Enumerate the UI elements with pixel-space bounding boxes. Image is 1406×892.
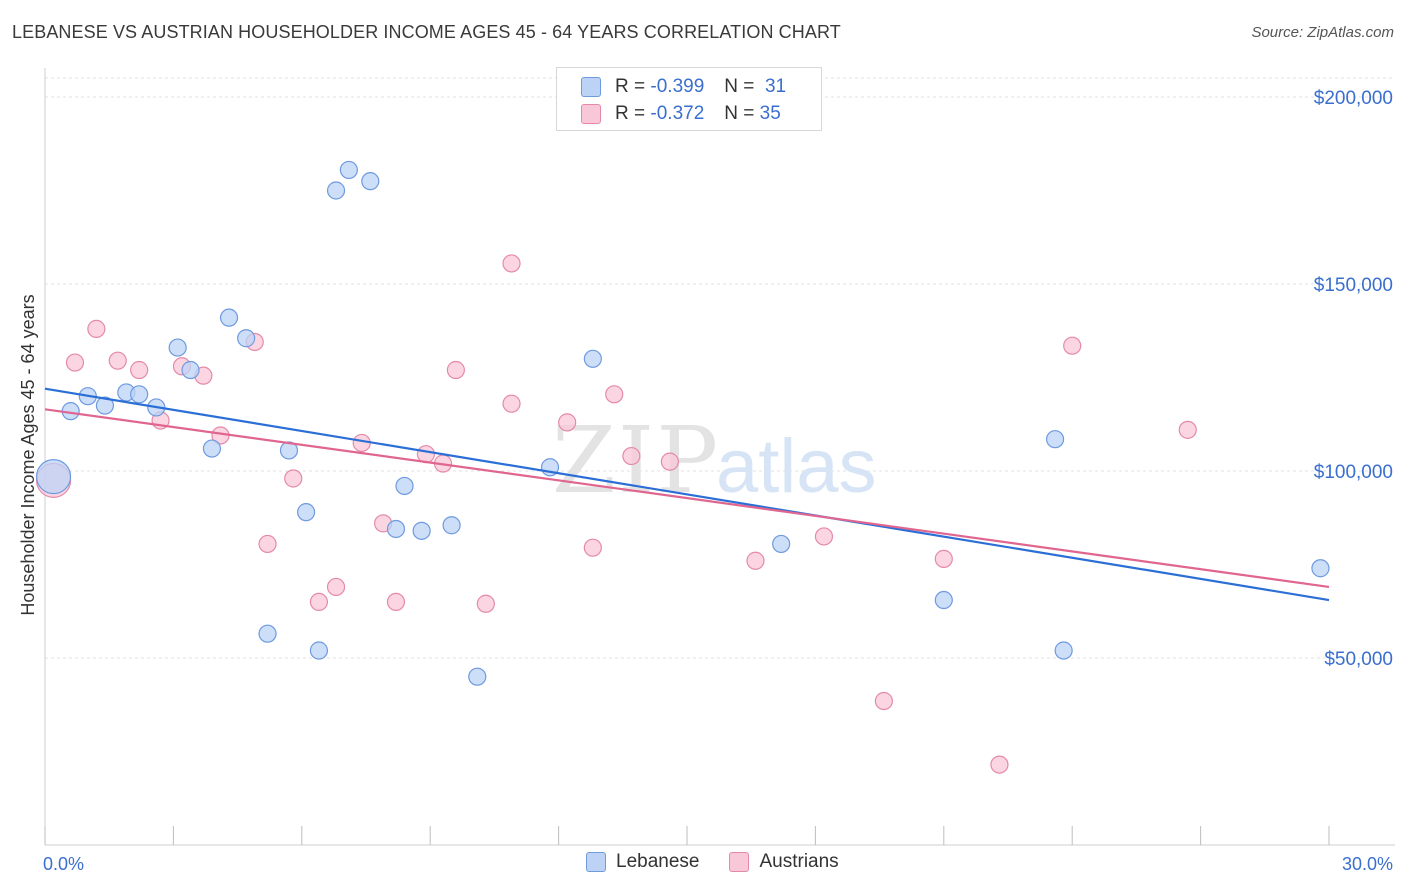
lebanese-point <box>95 396 115 415</box>
austrians-point <box>65 353 85 372</box>
austrians-point <box>87 319 106 338</box>
stats-row-lebanese: R = -0.399 N = 31 <box>581 75 786 99</box>
austrians-point <box>386 592 406 612</box>
lebanese-point <box>219 308 239 327</box>
austrians-point <box>746 551 765 570</box>
austrians-point <box>583 538 602 557</box>
source-label: Source: ZipAtlas.com <box>1251 24 1394 41</box>
lebanese-point <box>326 181 346 200</box>
austrians-point <box>660 452 679 471</box>
y-tick-label: $150,000 <box>1314 275 1393 296</box>
lebanese-point <box>279 441 299 460</box>
lebanese-point <box>395 476 414 496</box>
lebanese-trend-line <box>44 387 1330 602</box>
austrians-point <box>814 527 834 546</box>
lebanese-point <box>202 439 222 458</box>
austrians-point <box>558 413 577 432</box>
legend-label: Lebanese <box>616 851 700 872</box>
austrians-point <box>130 360 149 380</box>
lebanese-point <box>468 667 487 686</box>
austrians-point <box>352 433 371 453</box>
n-value: 31 <box>764 76 787 97</box>
n-label: N = <box>724 103 755 124</box>
austrians-point <box>446 360 465 380</box>
lebanese-point <box>1045 430 1065 449</box>
y-tick-label: $200,000 <box>1314 88 1393 109</box>
x-tick-label: 30.0% <box>1342 854 1393 874</box>
y-tick-label: $100,000 <box>1314 462 1393 483</box>
stats-legend: R = -0.399 N = 31 R = -0.372 N = 35 <box>556 67 822 131</box>
austrians-point <box>605 385 624 404</box>
legend-item-lebanese[interactable]: Lebanese <box>586 851 699 873</box>
austrians-point <box>108 351 127 370</box>
grid-lines <box>45 77 1395 659</box>
lebanese-point <box>772 534 791 554</box>
austrians-point <box>284 469 303 488</box>
lebanese-point <box>168 338 187 357</box>
austrians-point <box>934 549 953 568</box>
lebanese-point <box>412 521 431 540</box>
r-label: R = <box>615 103 646 124</box>
lebanese-point <box>386 519 406 539</box>
lebanese-point <box>442 516 461 535</box>
lebanese-point <box>934 590 953 610</box>
series-legend: Lebanese Austrians <box>586 851 869 873</box>
austrians-point <box>502 394 521 413</box>
austrians-swatch <box>729 852 750 872</box>
lebanese-point <box>361 172 380 191</box>
y-tick-label: $50,000 <box>1324 649 1393 670</box>
r-label: R = <box>615 76 646 97</box>
n-value: 35 <box>759 103 781 124</box>
y-axis-label: Householder Income Ages 45 - 64 years <box>18 294 38 615</box>
austrians-point <box>258 534 277 554</box>
lebanese-point <box>35 459 72 495</box>
lebanese-point <box>181 360 200 380</box>
n-label: N = <box>724 76 755 97</box>
lebanese-swatch <box>581 77 601 97</box>
austrians-point <box>1178 420 1197 439</box>
lebanese-point <box>130 385 149 404</box>
lebanese-point <box>1311 559 1330 578</box>
lebanese-point <box>339 160 358 180</box>
lebanese-point <box>237 329 256 348</box>
r-value: -0.399 <box>650 76 705 97</box>
legend-label: Austrians <box>759 851 839 872</box>
trend-lines <box>44 387 1330 602</box>
tick-labels: $50,000 $100,000 $150,000 $200,000 0.0% 30.0% <box>43 88 1393 874</box>
austrians-point <box>1063 336 1082 355</box>
austrians-point <box>309 592 329 612</box>
austrians-point <box>990 755 1009 774</box>
watermark-atlas: atlas <box>716 424 877 509</box>
lebanese-point <box>1054 641 1073 660</box>
lebanese-point <box>583 349 602 368</box>
austrians-trend-line <box>44 408 1330 589</box>
axes <box>44 68 1395 846</box>
stats-row-austrians: R = -0.372 N = 35 <box>581 102 781 126</box>
r-value: -0.372 <box>650 103 705 124</box>
austrians-swatch <box>581 104 601 124</box>
austrians-point <box>476 594 495 613</box>
lebanese-point <box>258 624 277 643</box>
lebanese-swatch <box>586 852 606 872</box>
legend-item-austrians[interactable]: Austrians <box>729 851 839 873</box>
austrians-point <box>622 446 641 466</box>
x-tick-label: 0.0% <box>43 854 84 874</box>
austrians-point <box>874 691 893 711</box>
chart-title: LEBANESE VS AUSTRIAN HOUSEHOLDER INCOME … <box>12 22 841 42</box>
data-points <box>35 160 1330 774</box>
austrians-point <box>502 254 521 273</box>
lebanese-point <box>296 503 316 522</box>
austrians-point <box>326 577 346 597</box>
lebanese-point <box>309 641 329 660</box>
